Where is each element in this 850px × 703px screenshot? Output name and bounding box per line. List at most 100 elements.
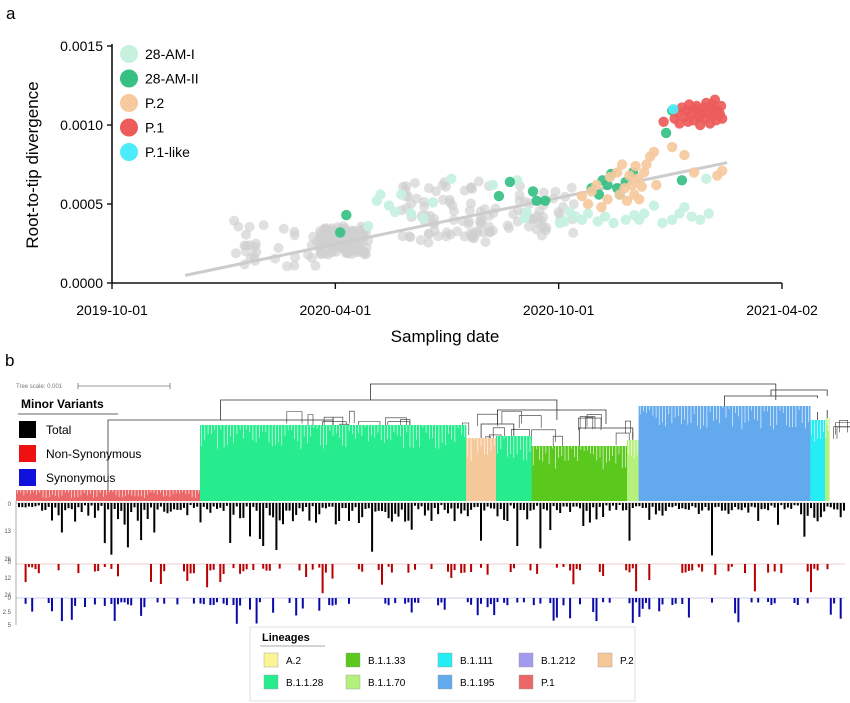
tree-branch [835,422,850,435]
background-point [514,190,525,201]
variant-bar [631,503,634,508]
variant-bar [70,598,73,620]
variant-bar [18,503,20,508]
variant-bar [480,598,482,604]
variant-bar [387,598,390,606]
background-point [411,193,422,204]
data-point [405,208,417,219]
variant-bar [282,503,284,525]
variant-bar [311,564,314,570]
x-tick-label: 2021-04-02 [746,302,818,318]
variant-bar [813,564,816,569]
variant-bar [255,503,258,511]
lineage-block [200,425,467,501]
variant-bar [199,598,202,604]
variant-bar [707,503,710,511]
lineage-block [638,406,811,501]
variant-bar [631,598,634,623]
variant-bar [753,503,756,508]
variant-bar [216,598,218,603]
variant-bar [265,503,268,508]
data-point [335,227,346,238]
variant-bar [334,503,337,525]
variant-bar [163,598,166,604]
background-point [397,231,408,242]
variant-bar [84,598,86,607]
variant-bar [249,503,251,537]
variant-bar [453,503,456,522]
variant-bar [625,564,628,571]
variant-bar [443,598,446,610]
lineage-swatch [518,652,534,668]
data-point [504,176,516,188]
variant-bar [44,503,47,510]
variant-bar [843,503,845,511]
variant-bar [206,503,209,510]
variant-bar [493,598,496,616]
variant-bar [381,503,383,511]
variant-bar [179,503,182,510]
x-tick-label: 2020-10-01 [523,302,595,318]
tree-scale-label: Tree scale: 0.001 [16,384,63,390]
x-tick-label: 2020-04-01 [300,302,372,318]
variant-bar [437,598,440,606]
variant-bar [562,503,565,507]
legend-label: 28-AM-II [145,71,199,87]
variant-bar [371,503,374,552]
variant-bar [744,503,746,508]
variant-bar [773,564,776,572]
variant-bar [216,503,218,509]
variant-bar [730,503,733,511]
variant-bar [714,503,717,508]
background-point [487,225,498,236]
variant-bar [176,503,179,510]
variant-bar [117,503,119,520]
variant-bar [384,598,387,604]
variant-bar [615,503,618,510]
variant-bar [212,503,215,507]
variant-bar [440,503,443,506]
data-point [679,202,690,213]
variant-bar [447,564,449,572]
variant-bar [159,564,162,584]
variant-bar [489,598,492,605]
variant-bar [833,503,836,510]
variant-bar [298,503,301,509]
variant-bar [387,564,390,567]
variant-bar [324,503,327,509]
variant-bar [397,503,400,517]
variant-bar [476,503,479,507]
tree-branch [323,416,344,430]
variant-bar [239,564,242,574]
variant-bar [103,598,106,606]
background-point [231,248,241,259]
variant-bar [334,598,337,605]
variant-bar [374,503,377,512]
variant-bar [123,598,126,603]
variant-bar [493,503,496,509]
data-point [427,197,439,208]
variant-bar [110,564,113,569]
variant-bar [400,503,403,510]
variant-bar [219,564,222,582]
tree-branch [836,426,850,439]
variant-bar [625,503,628,511]
tree-branch [586,414,602,427]
variant-bar [486,564,489,575]
variant-bar [209,503,212,513]
tree-branch [615,432,630,446]
variant-bar [295,598,298,616]
variant-bar [242,503,245,518]
variant-bar [77,503,80,508]
variant-bar [522,598,525,603]
variant-bar [694,503,697,508]
variant-bar [499,503,502,509]
data-point [688,167,700,178]
lineage-label: B.1.111 [460,656,493,667]
background-point [282,261,292,272]
legend: 28-AM-I 28-AM-II P.2 P.1 P.1-like [120,45,199,161]
data-point [620,214,631,225]
variant-bar [800,503,803,515]
variant-bar [186,564,189,581]
tree-branch [385,417,407,430]
